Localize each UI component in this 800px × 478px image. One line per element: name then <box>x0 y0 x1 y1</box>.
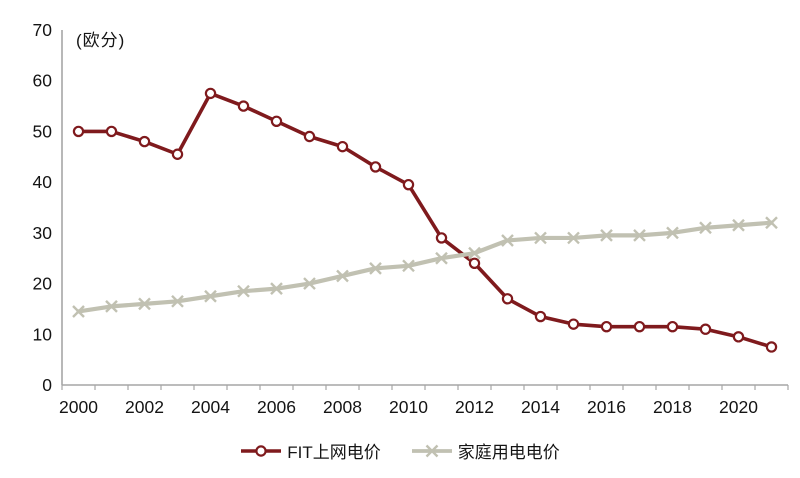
data-point-marker-household <box>72 305 85 318</box>
x-tick-label: 2014 <box>521 397 560 417</box>
data-point-marker-household <box>369 262 382 275</box>
data-point-marker-household <box>600 229 613 242</box>
data-point-marker-household <box>303 277 316 290</box>
data-point-marker-household <box>171 294 184 308</box>
data-point-marker-fit <box>204 87 217 100</box>
data-point-marker-household <box>237 284 250 298</box>
data-point-marker-fit <box>699 323 712 335</box>
data-point-marker-fit <box>105 125 118 138</box>
data-point-marker-fit <box>534 310 547 323</box>
data-point-marker-fit <box>633 320 646 333</box>
legend-label-household: 家庭用电电价 <box>457 443 560 462</box>
data-point-marker-fit <box>402 178 415 191</box>
x-tick-label: 2002 <box>125 397 164 417</box>
data-point-marker-fit <box>369 161 382 173</box>
x-tick-label: 2004 <box>191 397 230 417</box>
data-point-marker-household <box>501 234 514 247</box>
data-point-marker-fit <box>600 320 613 333</box>
y-tick-label: 10 <box>33 324 53 344</box>
household-series-marker-icon <box>411 444 452 457</box>
x-tick-label: 2006 <box>257 397 296 417</box>
y-tick-label: 0 <box>42 375 52 395</box>
series-line-household <box>76 220 774 314</box>
x-tick-label: 2010 <box>389 397 428 417</box>
data-point-marker-fit <box>501 293 514 305</box>
data-point-marker-household <box>534 231 547 245</box>
data-point-marker-fit <box>270 115 283 127</box>
data-point-marker-fit <box>72 125 85 138</box>
data-point-marker-fit <box>765 341 778 353</box>
data-point-marker-household <box>666 226 679 240</box>
data-point-marker-household <box>567 231 580 245</box>
x-tick-label: 2000 <box>59 397 98 417</box>
data-point-marker-fit <box>138 135 151 148</box>
y-tick-label: 20 <box>33 274 53 294</box>
x-tick-label: 2020 <box>719 397 758 417</box>
series-line-fit <box>76 91 774 349</box>
data-point-marker-household <box>402 259 415 273</box>
legend-item-fit: FIT上网电价 <box>240 438 381 463</box>
fit-series-marker-icon <box>241 444 282 457</box>
data-point-marker-household <box>105 300 118 313</box>
legend-item-household: 家庭用电电价 <box>411 438 560 463</box>
y-tick-label: 60 <box>33 71 53 91</box>
legend-label-fit: FIT上网电价 <box>287 443 381 462</box>
data-point-marker-fit <box>732 331 745 343</box>
x-tick-label: 2012 <box>455 397 494 417</box>
y-tick-label: 40 <box>33 172 53 192</box>
data-point-marker-household <box>765 216 778 230</box>
chart-legend: FIT上网电价 家庭用电电价 <box>0 438 800 463</box>
data-point-marker-fit <box>336 140 349 153</box>
x-tick-label: 2008 <box>323 397 362 417</box>
data-point-marker-fit <box>567 318 580 330</box>
data-point-marker-household <box>270 282 283 295</box>
data-point-marker-household <box>699 221 712 235</box>
y-tick-label: 70 <box>33 20 53 40</box>
data-point-marker-fit <box>468 257 481 269</box>
data-point-marker-household <box>468 246 481 260</box>
data-point-marker-fit <box>666 320 679 333</box>
x-tick-label: 2016 <box>587 397 626 417</box>
data-point-marker-household <box>336 269 349 283</box>
data-point-marker-fit <box>171 148 184 160</box>
data-point-marker-fit <box>435 232 448 244</box>
y-tick-label: 50 <box>33 121 53 141</box>
y-axis-unit-label: (欧分) <box>76 31 126 50</box>
y-tick-label: 30 <box>33 223 53 243</box>
line-chart: 0 10 20 30 40 50 60 70 2000 2002 2004 2006 2008 2010 2… <box>33 20 789 417</box>
data-point-marker-household <box>633 229 646 242</box>
data-point-marker-household <box>732 218 745 232</box>
x-tick-label: 2018 <box>653 397 692 417</box>
data-point-marker-household <box>138 297 151 311</box>
data-point-marker-fit <box>303 130 316 143</box>
data-point-marker-fit <box>237 100 250 112</box>
data-point-marker-household <box>435 251 448 265</box>
data-point-marker-household <box>204 289 217 303</box>
